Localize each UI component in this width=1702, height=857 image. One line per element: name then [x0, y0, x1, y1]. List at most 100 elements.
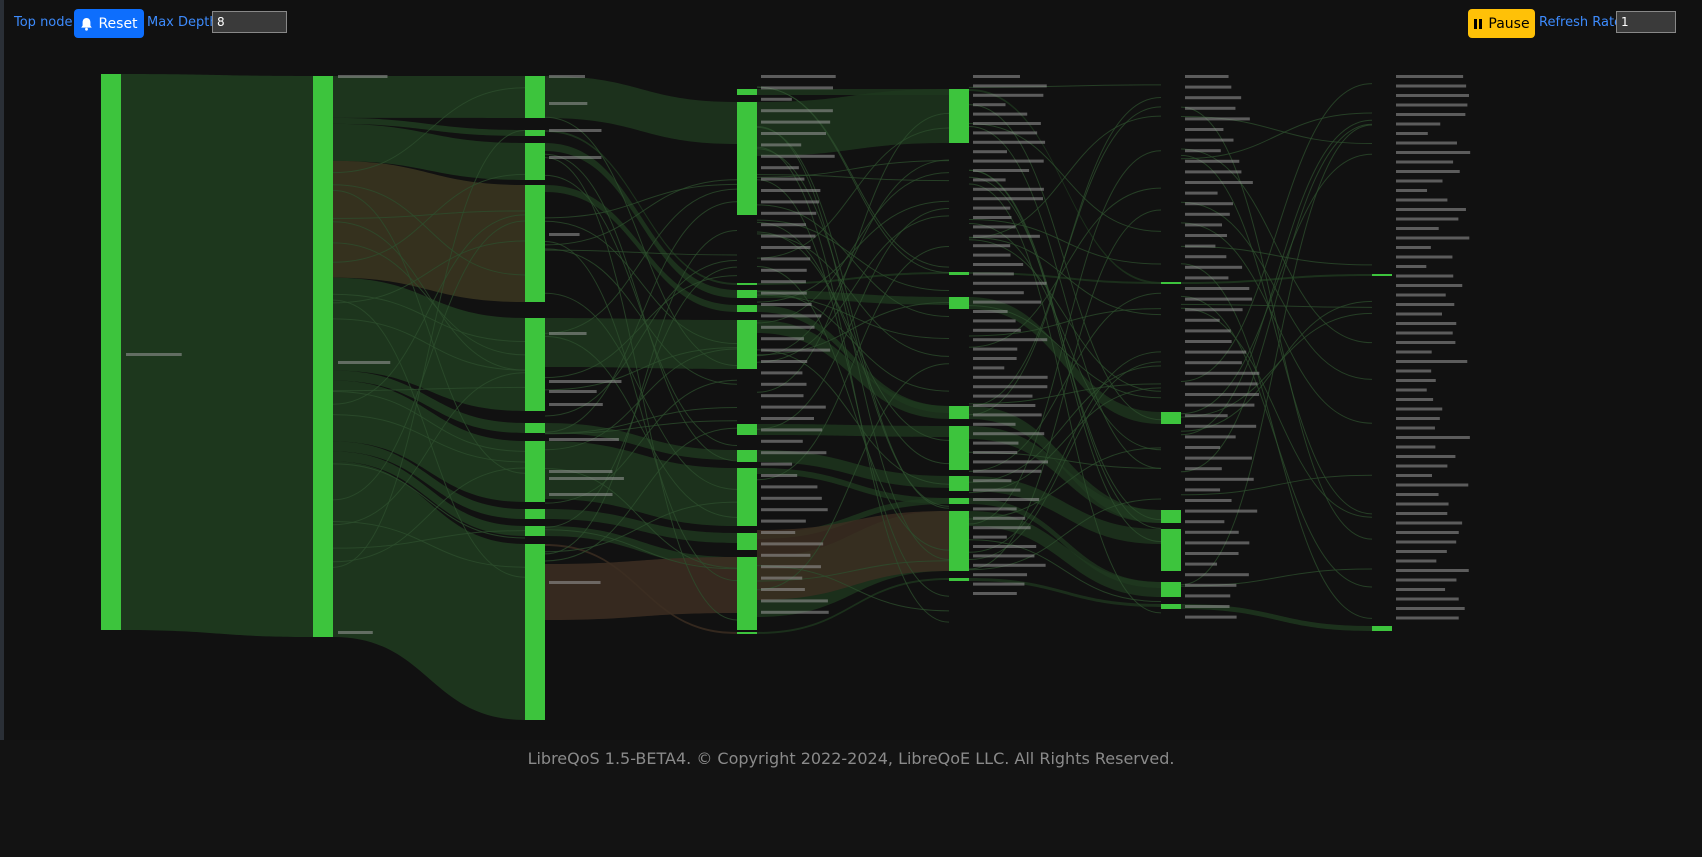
sankey-link — [544, 266, 738, 528]
sankey-node-label — [1396, 94, 1469, 97]
sankey-link — [1180, 123, 1373, 473]
max-depth-input[interactable] — [212, 11, 287, 33]
sankey-node-label — [1396, 132, 1428, 135]
sankey-node[interactable] — [525, 76, 545, 118]
sankey-node-label — [549, 380, 622, 383]
sankey-node[interactable] — [525, 143, 545, 180]
sankey-node-label — [1396, 122, 1441, 126]
sankey-node[interactable] — [1372, 274, 1392, 276]
sankey-node-label — [973, 451, 1018, 454]
sankey-node[interactable] — [313, 76, 333, 637]
sankey-node-label — [761, 360, 808, 363]
sankey-node-label — [1396, 246, 1431, 249]
sankey-node[interactable] — [949, 426, 969, 470]
sankey-node[interactable] — [949, 498, 969, 504]
sankey-link — [756, 146, 950, 623]
sankey-node[interactable] — [737, 305, 757, 312]
sankey-link — [545, 143, 737, 298]
sankey-node-label — [1396, 84, 1467, 88]
sankey-node[interactable] — [737, 533, 757, 550]
sankey-link — [332, 318, 526, 371]
sankey-node[interactable] — [737, 424, 757, 435]
sankey-node[interactable] — [525, 318, 545, 411]
sankey-node-label — [973, 234, 1040, 238]
sankey-node[interactable] — [737, 102, 757, 215]
sankey-node[interactable] — [737, 283, 757, 285]
sankey-node[interactable] — [737, 320, 757, 369]
sankey-link — [333, 451, 525, 536]
sankey-node[interactable] — [737, 557, 757, 630]
sankey-link — [333, 370, 525, 433]
sankey-link — [968, 365, 1162, 483]
sankey-node[interactable] — [525, 509, 545, 519]
sankey-node-label — [1185, 562, 1218, 566]
sankey-link — [545, 441, 737, 526]
sankey-node-label — [549, 332, 587, 335]
sankey-link — [968, 447, 1162, 520]
sankey-node-label — [549, 390, 597, 393]
sankey-node-label — [1185, 477, 1254, 481]
sankey-node[interactable] — [525, 544, 545, 720]
reset-button[interactable]: Reset — [74, 9, 144, 38]
sankey-node[interactable] — [737, 290, 757, 298]
sankey-node[interactable] — [949, 476, 969, 491]
sankey-node-label — [761, 337, 804, 341]
sankey-node[interactable] — [949, 511, 969, 571]
sankey-node-label — [1185, 244, 1216, 248]
sankey-node-label — [1396, 436, 1470, 439]
sankey-link — [969, 498, 1161, 588]
sankey-link — [756, 127, 950, 259]
sankey-link — [333, 461, 525, 720]
sankey-node[interactable] — [1161, 412, 1181, 424]
sankey-node[interactable] — [1161, 529, 1181, 571]
sankey-node-label — [761, 109, 833, 113]
sankey-node[interactable] — [949, 89, 969, 143]
sankey-node[interactable] — [737, 468, 757, 526]
sankey-node-label — [1185, 128, 1224, 131]
sankey-node-label — [1396, 284, 1463, 287]
pause-button[interactable]: Pause — [1468, 9, 1535, 38]
sankey-node[interactable] — [949, 578, 969, 581]
sankey-node-label — [761, 382, 807, 386]
sankey-node-label — [973, 469, 1042, 473]
refresh-rate-input[interactable] — [1616, 11, 1676, 33]
sankey-node-label — [973, 206, 1011, 210]
sankey-node[interactable] — [949, 272, 969, 275]
sankey-node-label — [549, 403, 603, 406]
sankey-node-label — [973, 300, 1042, 304]
sankey-node[interactable] — [1161, 582, 1181, 597]
sankey-node[interactable] — [525, 423, 545, 433]
sankey-node-label — [761, 474, 798, 477]
sankey-node-label — [1396, 208, 1466, 211]
sankey-node[interactable] — [525, 185, 545, 302]
sankey-node[interactable] — [1161, 510, 1181, 523]
sankey-node-label — [1185, 138, 1234, 142]
sankey-node[interactable] — [737, 450, 757, 462]
sankey-node-label — [1185, 573, 1249, 577]
sankey-node[interactable] — [949, 406, 969, 419]
sankey-node[interactable] — [525, 130, 545, 136]
sankey-node[interactable] — [1372, 626, 1392, 631]
sankey-node-label — [1396, 379, 1436, 382]
sankey-link — [545, 76, 737, 144]
sankey-link — [544, 174, 738, 446]
sankey-link — [969, 578, 1161, 607]
sankey-diagram[interactable] — [0, 60, 1702, 720]
sankey-node[interactable] — [525, 526, 545, 536]
sankey-node-label — [761, 325, 815, 329]
sankey-node[interactable] — [525, 441, 545, 502]
sankey-link — [544, 248, 738, 385]
sankey-node-label — [973, 507, 1017, 511]
sankey-node[interactable] — [101, 74, 121, 630]
sankey-link — [968, 219, 1162, 265]
sankey-node-label — [973, 319, 1016, 323]
sankey-node[interactable] — [1161, 282, 1181, 284]
sankey-node-label — [761, 542, 824, 546]
sankey-node[interactable] — [737, 632, 757, 634]
sankey-link — [968, 104, 1162, 421]
sankey-node-label — [549, 129, 602, 132]
sankey-node[interactable] — [1161, 604, 1181, 609]
sankey-node[interactable] — [737, 89, 757, 95]
sankey-node[interactable] — [949, 297, 969, 309]
sankey-link — [332, 242, 526, 356]
